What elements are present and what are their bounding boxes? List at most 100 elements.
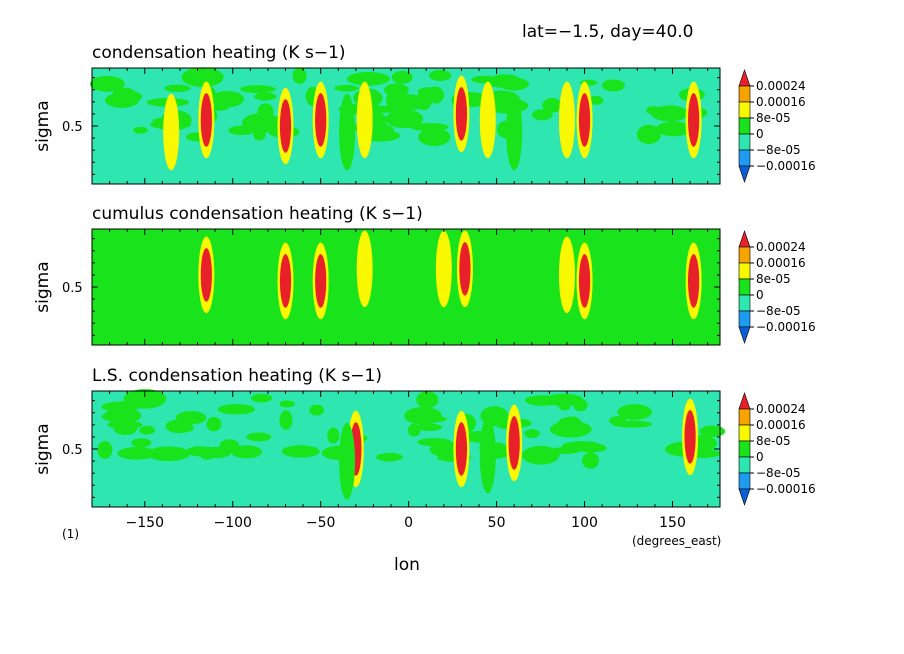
field-texture [471, 75, 497, 84]
field-texture [147, 446, 190, 462]
field-texture [206, 417, 222, 432]
panel-title: L.S. condensation heating (K s−1) [92, 366, 382, 386]
field-texture [279, 410, 293, 430]
x-tick-label: −50 [306, 515, 336, 531]
contour-feature [578, 93, 591, 147]
contour-feature [558, 236, 575, 314]
colorbar-label: 0.00024 [756, 402, 806, 416]
colorbar-label: 0.00024 [756, 79, 806, 93]
field-texture [242, 113, 282, 133]
field-texture [391, 70, 413, 84]
contour-feature [506, 93, 523, 171]
field-texture [97, 440, 113, 459]
colorbar-swatch [738, 472, 751, 490]
field-texture [113, 420, 138, 436]
field-texture [429, 70, 452, 82]
x-tick-label: −150 [126, 515, 164, 531]
field-texture [531, 109, 553, 121]
field-texture [558, 399, 571, 411]
contour-feature [479, 81, 496, 159]
x-axis-label: lon [394, 555, 420, 575]
colorbar-swatch [738, 408, 751, 426]
field-texture [190, 73, 206, 80]
field-texture [117, 447, 157, 460]
colorbar-arrow-bottom [738, 326, 751, 344]
panel-title: cumulus condensation heating (K s−1) [92, 204, 423, 224]
field-texture [556, 417, 577, 437]
x-tick-label: −100 [214, 515, 252, 531]
field-texture [257, 103, 274, 120]
contour-feature [339, 422, 356, 500]
field-texture [524, 429, 540, 439]
colorbar-label: −0.00016 [756, 159, 816, 173]
x-tick-label: 100 [571, 515, 598, 531]
header-label: lat=−1.5, day=40.0 [522, 22, 694, 42]
panel-title: condensation heating (K s−1) [92, 43, 346, 63]
field-texture [131, 438, 152, 448]
colorbar-label: 0.00024 [756, 240, 806, 254]
colorbar-arrow-bottom [738, 488, 751, 506]
colorbar-label: −0.00016 [756, 320, 816, 334]
field-texture [334, 85, 359, 92]
y-tick-label: 0.5 [62, 443, 83, 458]
colorbar-swatch [738, 101, 751, 119]
colorbar-swatch [738, 424, 751, 442]
field-texture [133, 126, 148, 134]
panel-3: 0.5 L.S. condensation heating (K s−1) sigm… [33, 366, 816, 575]
field-texture [418, 128, 451, 146]
colorbar-label: −8e-05 [756, 304, 801, 318]
field-texture [656, 121, 693, 137]
field-texture [561, 441, 602, 452]
x-tick-label: 0 [404, 515, 413, 531]
field-texture [406, 415, 448, 423]
contour-feature [558, 81, 575, 159]
colorbar-swatch [738, 262, 751, 280]
colorbar-swatch [738, 456, 751, 474]
field-texture [292, 67, 307, 84]
contour-feature [282, 110, 289, 142]
field-texture [417, 87, 441, 97]
figure-number: (1) [62, 527, 79, 541]
panels: 0.5 condensation heating (K s−1) sigma 0.00… [33, 43, 816, 575]
field-texture [416, 423, 442, 431]
field-texture [407, 423, 421, 437]
colorbar-label: −8e-05 [756, 466, 801, 480]
colorbar-arrow-bottom [738, 165, 751, 183]
field-texture [524, 395, 561, 406]
colorbar-swatch [738, 246, 751, 264]
contour-feature [203, 259, 210, 291]
colorbar-label: 0.00016 [756, 418, 806, 432]
colorbar-label: −8e-05 [756, 143, 801, 157]
field-texture [309, 404, 325, 416]
field-texture [279, 400, 295, 408]
contour-feature [339, 93, 356, 171]
colorbar-label: 8e-05 [756, 434, 791, 448]
colorbar-swatch [738, 85, 751, 103]
panel-2: 0.5 cumulus condensation heating (K s−1) s… [33, 204, 816, 346]
y-tick-label: 0.5 [62, 281, 83, 296]
contour-feature [317, 265, 324, 297]
field-texture [239, 85, 276, 94]
y-axis-label: sigma [33, 100, 53, 151]
field-texture [110, 414, 137, 424]
field-texture [385, 109, 424, 129]
field-texture [231, 445, 263, 459]
colorbar-label: 0 [756, 288, 764, 302]
contour-feature [356, 230, 373, 308]
contour-feature [458, 98, 465, 130]
colorbar-label: 8e-05 [756, 272, 791, 286]
field-texture [376, 452, 403, 462]
field-texture [651, 105, 689, 122]
field-texture [90, 75, 125, 92]
colorbar: 0.00024 0.00016 8e-05 0 −8e-05 −0.00016 [738, 69, 816, 183]
x-tick-label: 50 [488, 515, 506, 531]
contour-feature [435, 230, 452, 308]
units-note: (degrees_east) [632, 534, 721, 548]
colorbar: 0.00024 0.00016 8e-05 0 −8e-05 −0.00016 [738, 230, 816, 344]
field-texture [573, 398, 588, 412]
colorbar-swatch [738, 133, 751, 151]
field-texture [416, 391, 439, 409]
field-texture [636, 124, 662, 145]
colorbar-swatch [738, 310, 751, 328]
